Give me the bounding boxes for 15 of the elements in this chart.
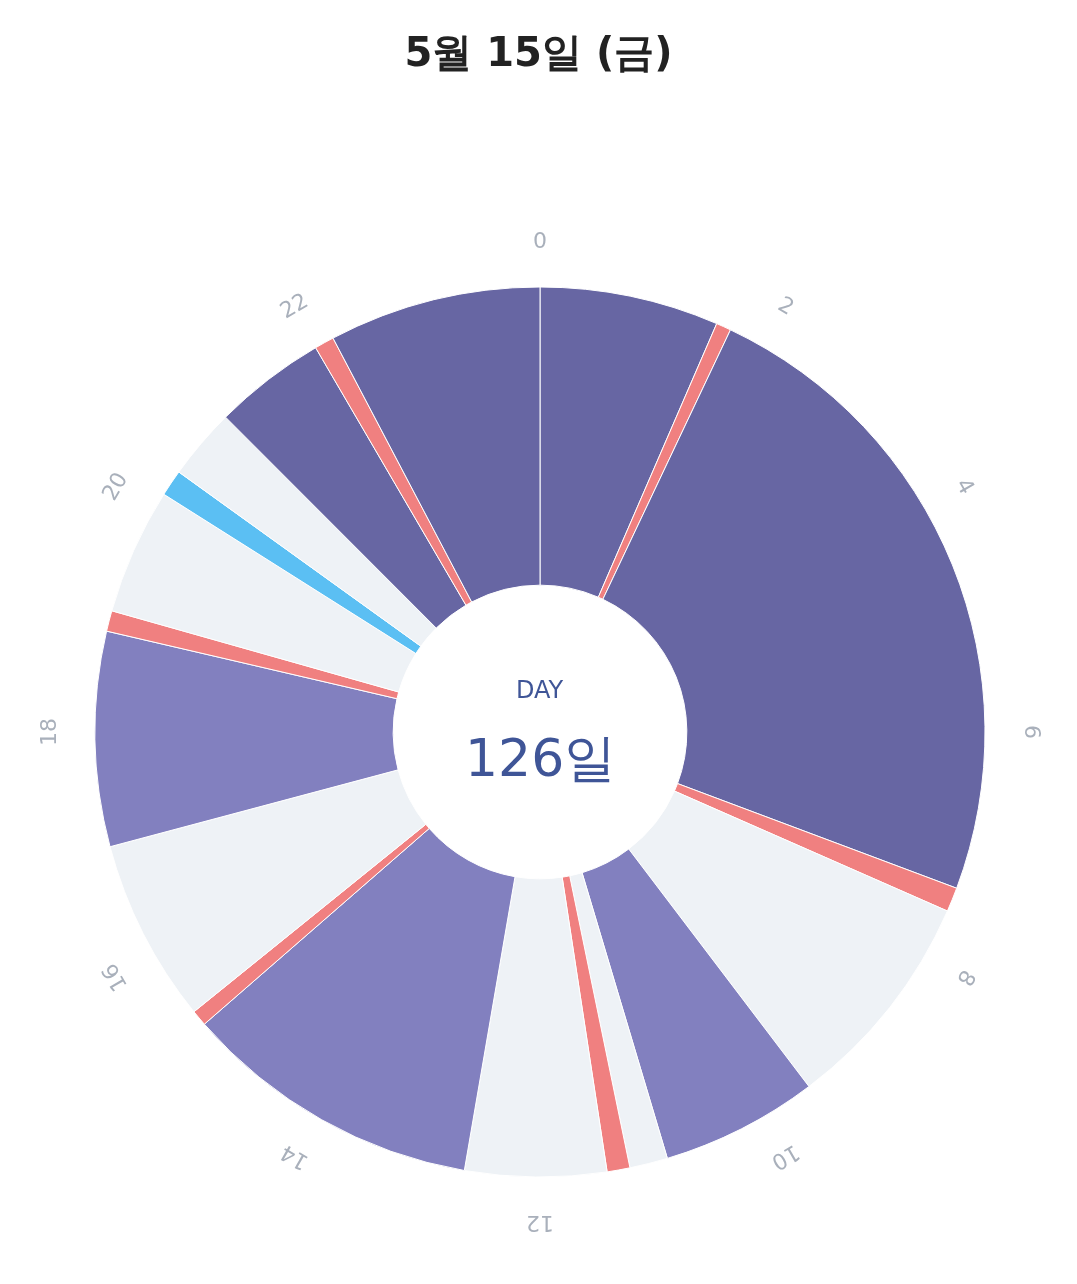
text: 16 <box>96 959 133 997</box>
chart-title: 5월 15일 (금) <box>404 29 673 75</box>
text: 12 <box>526 1211 554 1236</box>
text: 0 <box>533 228 547 253</box>
text: 8 <box>952 965 981 991</box>
text: 6 <box>1020 725 1045 739</box>
text: DAY <box>516 676 564 704</box>
text: 2 <box>773 291 799 320</box>
text: 14 <box>275 1139 313 1176</box>
text: 22 <box>275 287 313 324</box>
text: 4 <box>951 473 980 499</box>
text: 126일 <box>465 728 617 788</box>
text: 18 <box>36 718 61 746</box>
text: 20 <box>96 467 133 505</box>
text: 10 <box>767 1139 805 1176</box>
